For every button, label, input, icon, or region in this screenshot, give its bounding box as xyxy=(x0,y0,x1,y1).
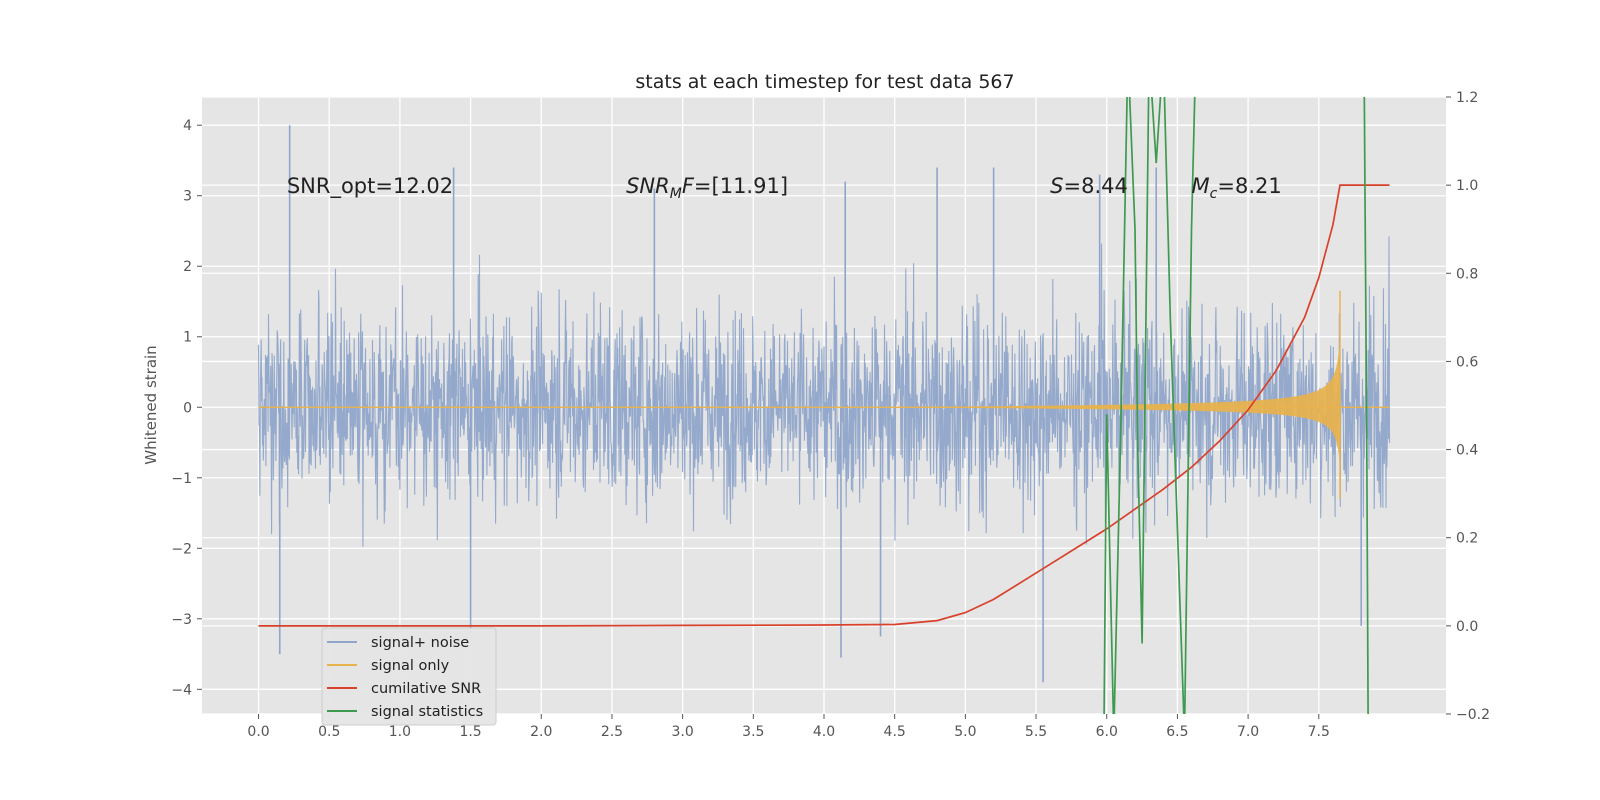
y-tick-label: 3 xyxy=(183,189,192,205)
annotation-value: 12.02 xyxy=(393,174,453,198)
x-tick-label: 4.0 xyxy=(813,724,835,740)
annotation-snr-mf: SNRMF=[11.91] xyxy=(626,174,788,202)
annotation-s-stat: S=8.44 xyxy=(1050,174,1128,198)
y-tick-label: 2 xyxy=(183,259,192,275)
x-tick-label: 3.0 xyxy=(672,724,694,740)
y-tick-label: 4 xyxy=(183,118,192,134)
annotation-suffix-italic: F xyxy=(682,174,695,198)
y2-tick-label: 0.4 xyxy=(1456,443,1478,459)
series-line-signal-noise xyxy=(257,236,1391,547)
y-tick-label: −1 xyxy=(171,471,192,487)
annotation-subscript: c xyxy=(1210,186,1218,202)
y-tick-label: 0 xyxy=(183,400,192,416)
x-tick-label: 3.5 xyxy=(742,724,764,740)
x-tick-label: 5.5 xyxy=(1025,724,1047,740)
x-tick-label: 4.5 xyxy=(884,724,906,740)
annotation-mc-stat: Mc=8.21 xyxy=(1192,174,1282,202)
y2-tick-label: 0.2 xyxy=(1456,531,1478,547)
y2-tick-label: −0.2 xyxy=(1456,707,1490,723)
annotation-subscript: M xyxy=(670,186,682,202)
y-tick-label: −3 xyxy=(171,612,192,628)
annotation-prefix: SNR xyxy=(626,174,670,198)
x-tick-label: 7.5 xyxy=(1308,724,1330,740)
x-tick-label: 7.0 xyxy=(1237,724,1259,740)
x-tick-label: 1.5 xyxy=(459,724,481,740)
plot-area: 0.0 0.5 1.0 1.5 2.0 2.5 3.0 3.5 4.0 4.5 5.0 5.5 6.0 6… xyxy=(171,90,1490,740)
y-tick-label: −2 xyxy=(171,541,192,557)
x-tick-label: 6.0 xyxy=(1096,724,1118,740)
legend-label: signal+ noise xyxy=(371,635,469,651)
legend-label: signal statistics xyxy=(371,704,483,720)
y2-tick-label: 0.0 xyxy=(1456,619,1478,635)
y2-tick-label: 0.6 xyxy=(1456,354,1478,370)
annotation-suffix: = xyxy=(1064,174,1082,198)
annotation-value: 8.44 xyxy=(1081,174,1128,198)
legend-label: signal only xyxy=(371,658,450,674)
y2-tick-label: 1.0 xyxy=(1456,178,1478,194)
x-tick-label: 0.5 xyxy=(318,724,340,740)
y2-tick-label: 0.8 xyxy=(1456,266,1478,282)
annotation-prefix: SNR_opt= xyxy=(287,174,393,199)
series-layer xyxy=(257,97,1391,714)
x-tick-label: 0.0 xyxy=(247,724,269,740)
x-tick-label: 2.0 xyxy=(530,724,552,740)
annotation-suffix: F= xyxy=(682,174,712,198)
legend: signal+ noise signal only cumilative SNR si… xyxy=(321,627,497,726)
x-tick-label: 6.5 xyxy=(1166,724,1188,740)
series-line-cumulative-snr xyxy=(258,184,1390,627)
series-line-signal-statistics xyxy=(1103,97,1369,714)
annotation-suffix: = xyxy=(1217,174,1235,198)
annotation-value: [11.91] xyxy=(712,174,789,198)
annotation-prefix: M xyxy=(1192,174,1210,198)
y2-tick-label: 1.2 xyxy=(1456,90,1478,106)
legend-label: cumilative SNR xyxy=(371,681,481,697)
x-tick-label: 1.0 xyxy=(389,724,411,740)
tick-marks xyxy=(197,96,1451,719)
annotation-value: 8.21 xyxy=(1235,174,1282,198)
x-tick-label: 2.5 xyxy=(601,724,623,740)
y-tick-label: −4 xyxy=(171,682,192,698)
chart-title: stats at each timestep for test data 567 xyxy=(635,71,1014,93)
legend-box xyxy=(321,627,497,726)
x-tick-label: 5.0 xyxy=(954,724,976,740)
y-axis-label: Whitened strain xyxy=(142,345,160,464)
y-tick-label: 1 xyxy=(183,330,192,346)
annotation-prefix: S xyxy=(1050,174,1063,198)
annotation-snr-opt: SNR_opt=12.02 xyxy=(287,174,453,199)
series-envelope-signal-only xyxy=(894,339,1340,465)
